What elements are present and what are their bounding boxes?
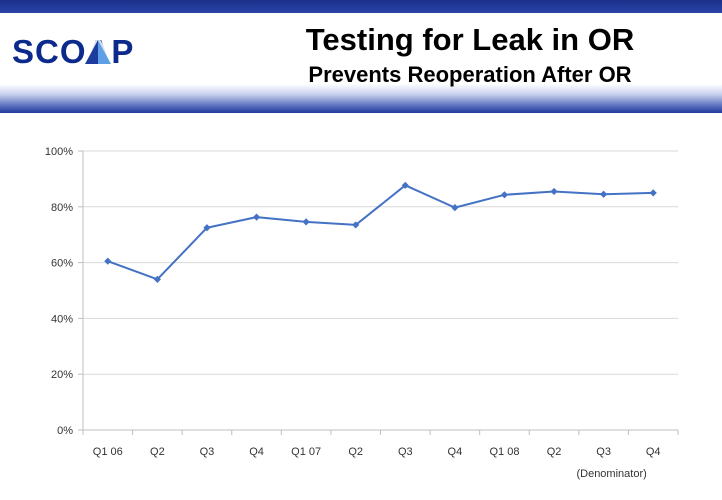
x-tick-label: Q3 bbox=[200, 446, 215, 458]
y-tick-label: 60% bbox=[51, 258, 73, 270]
y-tick-label: 20% bbox=[51, 369, 73, 381]
series-line bbox=[107, 184, 654, 281]
x-tick-label: Q2 bbox=[547, 446, 562, 458]
x-tick-label: Q3 bbox=[596, 446, 611, 458]
data-point bbox=[252, 213, 261, 221]
data-point bbox=[451, 204, 459, 212]
slide-header: SCOAP Testing for Leak in OR Prevents Re… bbox=[0, 0, 722, 113]
y-tick-label: 0% bbox=[57, 425, 73, 437]
logo-triangle-dark-icon bbox=[85, 40, 98, 64]
x-tick-label: Q3 bbox=[398, 446, 413, 458]
x-tick-label: Q1 07 bbox=[291, 446, 321, 458]
data-point bbox=[104, 257, 112, 265]
y-tick-label: 80% bbox=[51, 202, 73, 214]
x-tick-label: Q1 06 bbox=[93, 446, 123, 458]
y-tick-label: 40% bbox=[51, 313, 73, 325]
x-tick-label: Q2 bbox=[348, 446, 363, 458]
x-tick-label: Q4 bbox=[249, 446, 264, 458]
denominator-note: (Denominator) bbox=[576, 468, 646, 480]
y-tick-label: 100% bbox=[45, 146, 73, 158]
data-point bbox=[500, 191, 509, 199]
scoap-logo: SCOAP bbox=[12, 33, 134, 70]
data-point bbox=[600, 190, 608, 198]
slide-subtitle: Prevents Reoperation After OR bbox=[308, 62, 632, 87]
x-tick-label: Q4 bbox=[646, 446, 661, 458]
y-axis-tick-labels: 0% 20% 40% 60% 80% 100% bbox=[45, 146, 73, 437]
data-point bbox=[302, 218, 310, 226]
x-tick-label: Q2 bbox=[150, 446, 165, 458]
x-axis-tick-labels: Q1 06 Q2 Q3 Q4 Q1 07 Q2 Q3 Q4 Q1 08 Q2 Q3 Q4 bbox=[93, 446, 661, 458]
header-gradient-band bbox=[0, 84, 722, 113]
data-point bbox=[203, 224, 211, 232]
line-chart: 0%20%40%60%80%100% Q1 06 Q2 Q3 Q4 Q1 07 Q2 Q3 Q… bbox=[45, 146, 679, 480]
data-point bbox=[352, 221, 360, 229]
logo-triangle-light-icon bbox=[98, 40, 111, 64]
slide-title: Testing for Leak in OR bbox=[305, 22, 635, 57]
chart-gridlines bbox=[78, 150, 679, 435]
data-point bbox=[550, 187, 558, 196]
chart-series bbox=[104, 181, 657, 283]
data-point bbox=[649, 189, 657, 197]
x-tick-label: Q4 bbox=[448, 446, 463, 458]
header-top-bar bbox=[0, 0, 722, 13]
x-tick-label: Q1 08 bbox=[489, 446, 519, 458]
scoap-logo-lettering: SCOAP bbox=[12, 33, 134, 70]
